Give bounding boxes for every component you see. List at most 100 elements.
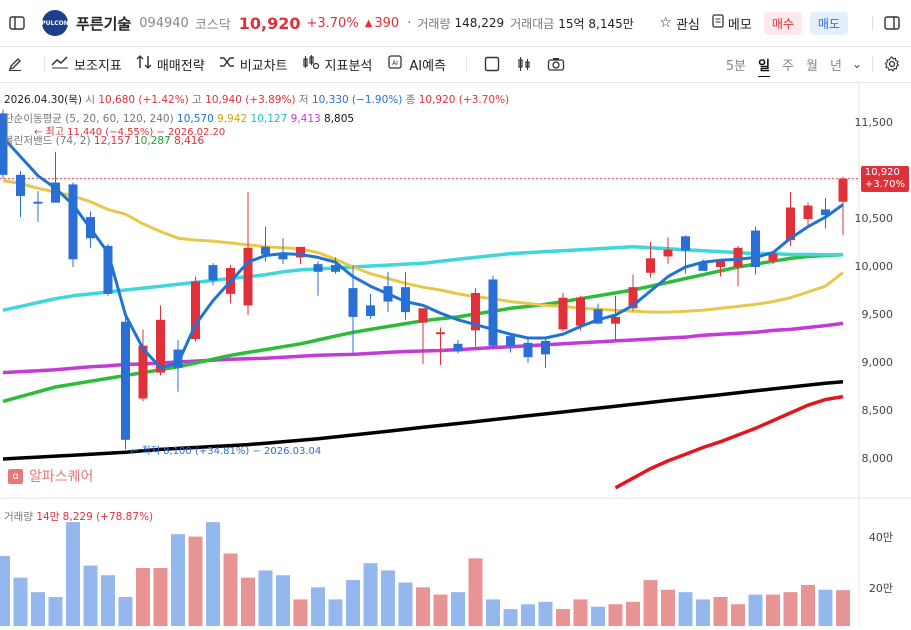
price-tick: 10,500 [854,212,894,225]
volume-bar [591,606,605,626]
volume-bar [748,594,763,626]
candle-body [0,113,8,175]
volume-bar [433,594,448,626]
volume-tick: 20만 [868,582,893,595]
candle-type-icon[interactable] [511,51,537,77]
buy-button[interactable]: 매수 [763,11,802,35]
candle-body [593,309,603,324]
bb-legend[interactable]: 볼린저밴드 (74, 2) 12,157 10,287 8,416 [4,133,204,148]
watch-label: 관심 [675,17,700,33]
volume-bar [118,597,133,626]
candle-body [313,264,323,272]
candle-body [121,321,130,440]
chevron-down-icon[interactable]: ⌄ [851,57,862,71]
price-tick: 10,000 [854,260,894,273]
candle-body [191,281,200,339]
sidebar-toggle-icon[interactable] [4,10,30,36]
period-5min[interactable]: 5분 [725,58,747,74]
price-chart[interactable] [0,83,911,626]
badge-pct: +3.70% [864,179,905,190]
volume-bar [608,604,623,626]
ma20-value: 9,942 [217,113,248,125]
bb-lower-line [614,394,844,490]
period-day[interactable]: 일 [758,58,771,74]
compare-chart-button[interactable]: 비교차트 [219,55,288,74]
candle-body [681,236,690,251]
square-icon[interactable] [479,51,505,77]
volume-bar [381,570,395,626]
period-week[interactable]: 주 [782,58,794,74]
candle-body [733,247,743,267]
top-bar: PULCON 푸른기술 094940 코스닥 10,920 +3.70% ▲ 3… [0,0,911,47]
stock-code: 094940 [139,15,189,31]
price-tick: 11,500 [854,116,894,129]
open-value: 10,680 (+1.42%) [98,94,189,106]
volume-bar [31,592,45,626]
volume-bar [206,522,220,626]
ai-chip-icon: AI [386,53,404,75]
pencil-icon[interactable] [2,51,28,77]
volume-bar [503,609,518,626]
candle-body [821,209,830,216]
volume-bar [713,597,728,626]
volume-bar [311,587,325,626]
low-value: 10,330 (−1.90%) [311,94,403,106]
market-name: 코스닥 [194,17,231,33]
candle-body [16,174,25,196]
volume-bar [258,570,273,626]
volume-bar [678,592,693,626]
bb-label: 볼린저밴드 (74, 2) [4,135,91,147]
candle-body [296,246,305,258]
side-panel-icon[interactable] [879,10,905,36]
watch-button[interactable]: ☆ 관심 [659,14,699,33]
volume-bar [293,599,308,626]
stock-name: 푸른기술 [76,14,132,33]
strategy-button[interactable]: 매매전략 [136,55,205,74]
volume-bar [0,555,10,626]
memo-label: 메모 [727,17,752,33]
volume-bar [538,601,553,626]
candle-body [401,287,410,313]
volume-bar [48,597,63,626]
alphasquare-logo-icon: ɑ [8,468,23,484]
candle-body [103,245,113,294]
gear-icon[interactable] [879,51,905,77]
volume-legend: 거래량 14만 8,229 (+78.87%) [4,509,153,524]
change-percent: +3.70% [306,15,359,31]
low-note: ← 최저 8,100 (+34.81%) − 2026.03.04 [130,446,322,457]
volume-bar [696,599,710,626]
candle-body [628,287,638,309]
candle-body [506,336,515,346]
ai-forecast-button[interactable]: AI AI예측 [386,53,446,75]
ma5-value: 10,570 [177,113,214,125]
period-year[interactable]: 년 [829,58,842,74]
camera-icon[interactable] [543,51,569,77]
volume-bar [626,601,640,626]
ma-legend[interactable]: 단순이동평균 (5, 20, 60, 120, 240) 10,570 9,94… [4,111,354,126]
period-month[interactable]: 월 [806,58,818,74]
bb-mid-value: 10,287 [133,135,171,147]
watermark-text: 알파스퀘어 [29,469,94,485]
memo-icon [712,14,724,32]
change-amount: 390 [374,15,400,31]
sell-button[interactable]: 매도 [809,11,848,35]
volume-bar [661,589,675,626]
indicator-analysis-button[interactable]: 지표분석 [302,54,373,74]
star-icon: ☆ [659,15,672,31]
volume-bar [188,536,203,626]
price-tick: 9,000 [861,356,894,369]
chart-area[interactable]: 2026.04.30(목) 시 10,680 (+1.42%) 고 10,940… [0,83,911,626]
current-price: 10,920 [238,13,301,33]
candle-body [33,201,43,204]
memo-button[interactable]: 메모 [712,14,752,33]
ohlc-line: 2026.04.30(목) 시 10,680 (+1.42%) 고 10,940… [4,92,509,107]
candle-body [208,265,218,281]
volume-bar [836,590,850,626]
candle-body [803,205,813,219]
ma-label: 단순이동평균 (5, 20, 60, 120, 240) [4,113,174,125]
analysis-icon [302,54,320,74]
indicator-analysis-label: 지표분석 [324,58,373,74]
bb-upper-line [2,379,844,461]
bb-upper-value: 12,157 [93,135,131,147]
aux-indicator-button[interactable]: 보조지표 [51,55,122,74]
